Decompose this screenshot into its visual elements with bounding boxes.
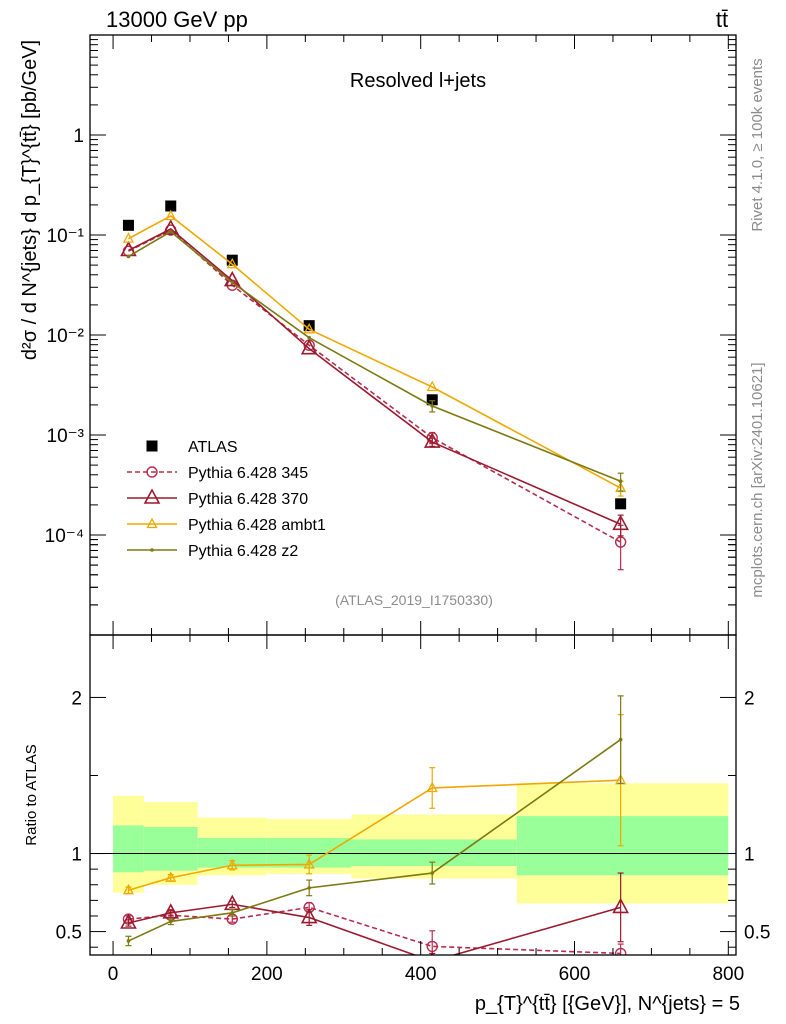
legend-label-pythia-6-428-ambt1: Pythia 6.428 ambt1: [188, 517, 326, 534]
plot-title: Resolved l+jets: [350, 70, 486, 92]
ratio-pythia-6-428-z2-point: [307, 886, 311, 890]
x-tick-label: 200: [251, 964, 283, 985]
collision-energy-label: 13000 GeV pp: [106, 7, 248, 32]
legend-marker-pythia-6-428-ambt1: [146, 517, 158, 529]
atlas-point: [122, 219, 134, 231]
ratio-pythia-6-428-ambt1-point: [226, 858, 238, 870]
mcplots-source-label: mcplots.cern.ch [arXiv:2401.10621]: [749, 362, 766, 597]
legend-label-pythia-6-428-z2: Pythia 6.428 z2: [188, 543, 298, 560]
legend-label-pythia-6-428-345: Pythia 6.428 345: [188, 465, 308, 482]
x-tick-label: 800: [712, 964, 744, 985]
uncertainty-bands: [113, 783, 729, 904]
ratio-pythia-6-428-345-line: [128, 906, 621, 955]
ratio-pythia-6-428-z2-point: [430, 871, 435, 875]
ratio-pythia-6-428-z2-point: [168, 919, 173, 924]
atlas-point: [615, 498, 627, 510]
ratio-panel: 0.5 0.51 12 2 0 200 400 600 800 Ratio to ATLAS …: [23, 634, 771, 1015]
main-axis-ticks: [90, 34, 736, 636]
x-tick-label: 600: [559, 964, 591, 985]
pythia-6-428-z2-point: [126, 254, 131, 259]
ratio-y-tick-label-right: 2: [744, 688, 755, 709]
main-y-tick-label: 10⁻³: [47, 426, 85, 447]
ratio-pythia-6-428-ambt1-line: [128, 779, 621, 891]
main-panel: 10⁻⁴ 10⁻³ 10⁻² 10⁻¹ 1 Resolved l+jets (ATLAS…: [19, 34, 737, 636]
main-y-tick-label: 10⁻⁴: [45, 526, 84, 547]
pythia-6-428-z2-point: [168, 229, 173, 234]
ratio-pythia-6-428-ambt1-point: [426, 781, 438, 793]
legend-marker-pythia-6-428-370: [143, 488, 161, 504]
legend-marker-pythia-6-428-z2: [150, 548, 154, 552]
atlas-point: [165, 200, 177, 212]
pythia-6-428-ambt1-point: [426, 380, 438, 392]
ratio-pythia-6-428-z2-point: [126, 939, 131, 943]
analysis-tag: (ATLAS_2019_I1750330): [335, 592, 493, 608]
ratio-y-axis-label: Ratio to ATLAS: [23, 744, 40, 845]
legend-marker-pythia-6-428-345: [146, 466, 158, 478]
pythia-6-428-ambt1-point: [122, 232, 135, 243]
ratio-y-tick-label-left: 1: [71, 845, 82, 866]
main-y-tick-label: 10⁻¹: [47, 226, 85, 247]
legend-marker-atlas: [146, 440, 158, 452]
ratio-pythia-6-428-370-line: [128, 903, 621, 955]
pythia-6-428-ambt1-point: [165, 209, 177, 221]
pythia-6-428-370-point: [162, 219, 180, 235]
main-y-tick-labels: 10⁻⁴ 10⁻³ 10⁻² 10⁻¹ 1: [45, 126, 84, 547]
legend: ATLAS Pythia 6.428 345 Pythia 6.428 370 Pyt…: [127, 439, 326, 560]
pythia-6-428-z2-point: [307, 335, 311, 340]
pythia-6-428-345-point: [614, 536, 627, 548]
ratio-y-tick-label-left: 0.5: [56, 923, 82, 944]
main-y-tick-label: 10⁻²: [47, 326, 85, 347]
ratio-y-tick-labels: 0.5 0.5 1 1 2 2: [56, 688, 771, 943]
atlas-point: [426, 394, 438, 406]
ratio-pythia-6-428-z2-line: [128, 738, 622, 942]
ratio-pythia-6-428-370-point: [300, 907, 318, 924]
band-inner-bin: [113, 825, 144, 873]
pythia-6-428-z2-point: [430, 404, 435, 408]
x-tick-label: 0: [108, 964, 119, 985]
band-inner-bin: [143, 827, 198, 871]
pythia-6-428-ambt1-line: [128, 215, 622, 489]
ratio-pythia-6-428-345-point: [614, 947, 627, 955]
ratio-y-tick-label-right: 0.5: [744, 923, 770, 944]
pythia-6-428-z2-point: [618, 479, 623, 484]
legend-label-atlas: ATLAS: [188, 439, 238, 456]
pythia-6-428-z2-line: [128, 230, 621, 482]
ratio-pythia-6-428-370-point: [120, 913, 137, 929]
ratio-pythia-6-428-ambt1-point: [122, 883, 135, 895]
pythia-6-428-370-point: [423, 432, 441, 448]
pythia-6-428-370-point: [300, 338, 318, 355]
ratio-axis-ticks: [90, 635, 736, 955]
main-series-group: [120, 200, 629, 571]
x-tick-label: 400: [405, 964, 437, 985]
ratio-y-tick-label-right: 1: [744, 845, 755, 866]
main-frame: [89, 34, 737, 636]
ratio-pythia-6-428-z2-point: [230, 911, 235, 915]
pythia-6-428-370-point: [612, 514, 629, 531]
rivet-version-label: Rivet 4.1.0, ≥ 100k events: [749, 58, 766, 231]
ratio-y-tick-label-left: 2: [71, 688, 82, 709]
legend-label-pythia-6-428-370: Pythia 6.428 370: [188, 491, 308, 508]
ratio-series-group: [120, 695, 629, 955]
ratio-pythia-6-428-z2-point: [618, 737, 623, 742]
x-tick-labels: 0 200 400 600 800: [108, 964, 744, 985]
ratio-pythia-6-428-370-point: [612, 897, 629, 914]
process-label: tt̄: [716, 7, 728, 32]
pythia-6-428-ambt1-point: [226, 257, 238, 269]
ratio-pythia-6-428-ambt1-point: [303, 858, 315, 869]
main-y-axis-label: d²σ / d N^{jets} d p_{T}^{tt̄} [pb/GeV]: [19, 40, 41, 360]
ratio-pythia-6-428-ambt1-point: [165, 871, 177, 882]
ratio-pythia-6-428-345-point: [426, 940, 438, 953]
pythia-6-428-z2-point: [230, 280, 235, 285]
x-axis-label: p_{T}^{tt̄} [{GeV}], N^{jets} = 5: [475, 993, 740, 1015]
main-y-tick-label: 1: [73, 126, 84, 147]
pythia-6-428-ambt1-point: [303, 322, 315, 334]
ratio-frame: [89, 634, 737, 956]
